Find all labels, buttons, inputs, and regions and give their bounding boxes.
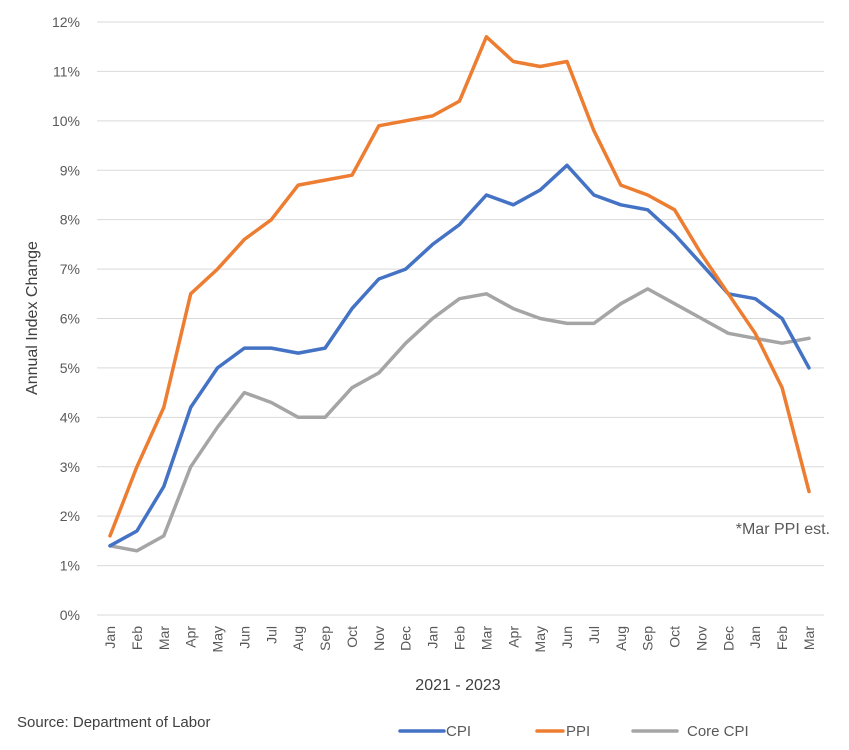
y-tick-label: 4% xyxy=(60,409,80,425)
x-tick-label: Jun xyxy=(559,626,575,649)
x-tick-label: Feb xyxy=(129,626,145,650)
x-tick-label: Aug xyxy=(613,626,629,651)
x-tick-label: Jun xyxy=(236,626,252,649)
x-tick-label: Apr xyxy=(505,626,521,648)
legend-label-cpi: CPI xyxy=(446,723,471,740)
legend-label-core-cpi: Core CPI xyxy=(687,723,749,740)
y-tick-label: 3% xyxy=(60,459,80,475)
y-tick-label: 11% xyxy=(53,63,80,79)
series-line-core-cpi xyxy=(108,287,811,553)
x-tick-label: Aug xyxy=(290,626,306,651)
x-tick-label: Jan xyxy=(102,626,118,649)
x-tick-label: Jul xyxy=(586,626,602,644)
x-tick-label: Dec xyxy=(398,626,414,651)
x-tick-label: Feb xyxy=(452,626,468,650)
x-tick-label: Sep xyxy=(640,626,656,651)
x-tick-label: Oct xyxy=(667,626,683,648)
series-line-cpi xyxy=(108,163,811,548)
x-tick-label: Jan xyxy=(425,626,441,649)
x-tick-label: Feb xyxy=(774,626,790,650)
y-tick-label: 12% xyxy=(52,14,80,30)
x-tick-label: Nov xyxy=(693,626,709,651)
source-text: Source: Department of Labor xyxy=(17,714,210,731)
x-tick-label: Mar xyxy=(478,626,494,650)
y-tick-label: 0% xyxy=(60,607,80,623)
x-tick-label: May xyxy=(532,626,548,652)
x-tick-label: May xyxy=(210,626,226,652)
x-tick-label: Oct xyxy=(344,626,360,648)
x-axis-tick-labels: Jan Feb Mar Apr May Jun Jul Aug Sep Oct Nov Dec Jan F… xyxy=(102,626,817,653)
x-tick-label: Mar xyxy=(156,626,172,650)
x-tick-label: Sep xyxy=(317,626,333,651)
y-tick-label: 5% xyxy=(60,360,80,376)
y-tick-label: 8% xyxy=(60,212,80,228)
legend: CPI PPI Core CPI xyxy=(398,723,749,740)
y-tick-label: 10% xyxy=(52,113,80,129)
x-tick-label: Jan xyxy=(747,626,763,649)
x-tick-label: Dec xyxy=(720,626,736,651)
y-axis-tick-labels: 0% 1% 2% 3% 4% 5% 6% 7% 8% 9% 10% 11% 12% xyxy=(52,14,80,623)
y-tick-label: 6% xyxy=(60,311,80,327)
y-tick-label: 1% xyxy=(60,558,80,574)
x-axis-title: 2021 - 2023 xyxy=(415,677,501,694)
x-tick-label: Nov xyxy=(371,626,387,651)
y-tick-label: 2% xyxy=(60,508,80,524)
x-tick-label: Apr xyxy=(183,626,199,648)
series-lines xyxy=(108,35,811,553)
y-axis-title: Annual Index Change xyxy=(24,241,41,395)
y-tick-label: 7% xyxy=(60,261,80,277)
x-tick-label: Jul xyxy=(263,626,279,644)
y-tick-label: 9% xyxy=(60,162,80,178)
x-tick-label: Mar xyxy=(801,626,817,650)
series-line-ppi xyxy=(108,35,811,538)
legend-label-ppi: PPI xyxy=(566,723,590,740)
ppi-estimate-note: *Mar PPI est. xyxy=(736,521,830,538)
